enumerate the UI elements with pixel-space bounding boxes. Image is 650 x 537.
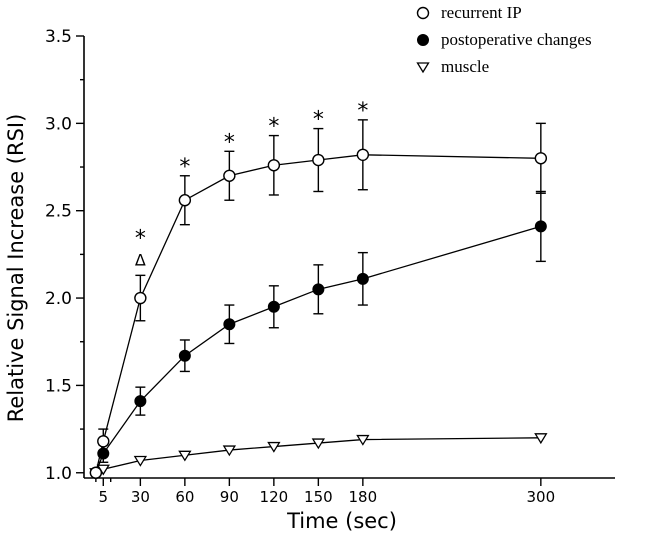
x-tick-label: 5: [99, 488, 109, 506]
marker-open-triangle: [267, 441, 281, 453]
marker-open-triangle: [356, 434, 370, 446]
marker-filled-circle: [267, 300, 280, 313]
series-layer: **** * *Δ: [89, 99, 548, 480]
marker-filled-circle: [134, 395, 147, 408]
marker-open-circle: [89, 466, 103, 479]
marker-filled-circle: [178, 349, 191, 362]
marker-filled-circle: [356, 272, 369, 285]
x-tick-label: 180: [349, 488, 378, 506]
x-tick-label: 300: [527, 488, 556, 506]
marker-open-circle: [312, 153, 325, 167]
marker-open-circle: [416, 6, 430, 20]
x-tick-label: 120: [260, 488, 289, 506]
x-tick-label: 90: [220, 488, 239, 506]
legend-label: muscle: [441, 57, 489, 76]
series-postoperative-changes: [89, 190, 547, 479]
marker-open-circle: [97, 435, 110, 448]
marker-filled-circle: [417, 34, 429, 46]
marker-open-triangle: [178, 450, 192, 462]
axes: 1.0 1.5 2.0 2.5 3.0 3.5 5 30 60 90 120 150 180 300: [45, 27, 615, 506]
series-muscle: [89, 433, 548, 480]
significance-triangle: Δ: [135, 250, 146, 269]
marker-open-triangle: [133, 455, 148, 467]
significance-asterisk: *: [135, 226, 146, 251]
significance-asterisk: *: [313, 108, 324, 133]
legend-label: recurrent IP: [441, 3, 522, 22]
marker-open-circle: [267, 159, 281, 172]
series-recurrent-ip: [89, 119, 548, 479]
y-tick-label: 3.0: [45, 114, 72, 134]
marker-open-circle: [534, 152, 548, 165]
legend-label: postoperative changes: [441, 30, 592, 49]
y-tick-label: 2.5: [45, 202, 72, 222]
marker-filled-circle: [223, 318, 236, 331]
marker-open-triangle: [311, 438, 326, 450]
y-tick-label: 1.0: [45, 464, 72, 484]
x-tick-label: 150: [304, 488, 333, 506]
x-tick-label: 30: [131, 488, 150, 506]
x-tick-label: 60: [175, 488, 194, 506]
y-tick-label: 1.5: [45, 376, 72, 396]
y-tick-label: 2.0: [45, 289, 72, 309]
series-line: [95, 225, 542, 473]
marker-open-triangle: [534, 433, 548, 445]
marker-open-circle: [223, 169, 236, 182]
marker-open-circle: [178, 194, 192, 207]
significance-asterisk: *: [357, 99, 368, 124]
marker-open-circle: [134, 291, 147, 305]
y-axis-title: Relative Signal Increase (RSI): [4, 114, 28, 423]
significance-asterisk: *: [179, 155, 190, 180]
x-axis-title: Time (sec): [286, 509, 397, 533]
marker-open-triangle: [416, 62, 430, 74]
significance-asterisk: *: [224, 130, 235, 155]
marker-filled-circle: [534, 220, 547, 233]
marker-filled-circle: [312, 283, 325, 296]
significance-asterisk: *: [268, 115, 279, 140]
marker-open-triangle: [222, 445, 237, 457]
y-tick-label: 3.5: [45, 27, 72, 47]
marker-open-circle: [356, 148, 370, 161]
legend: recurrent IP postoperative changes muscle: [416, 3, 592, 76]
